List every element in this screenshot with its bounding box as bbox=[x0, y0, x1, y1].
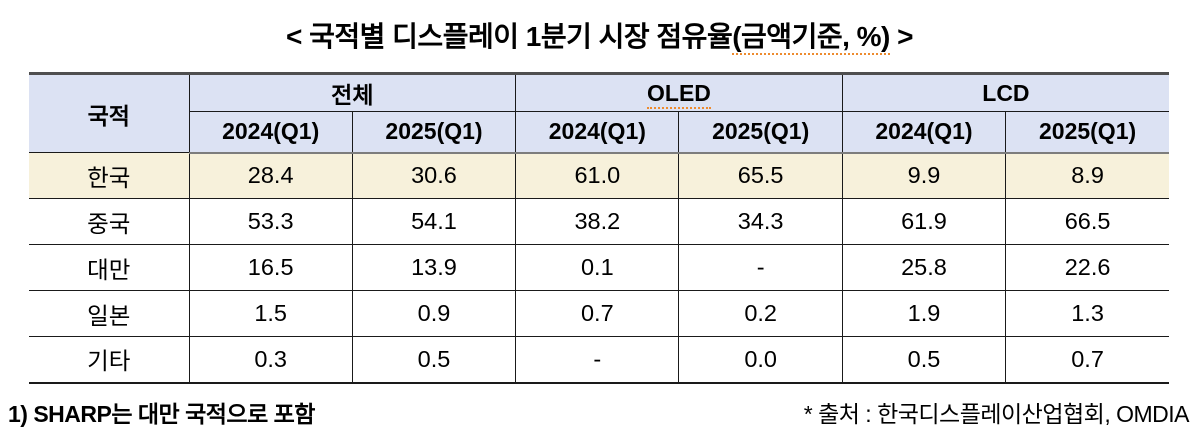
value-cell: 16.5 bbox=[188, 244, 353, 291]
value-cell: 65.5 bbox=[678, 152, 843, 199]
table-row-korea: 한국 28.4 30.6 61.0 65.5 9.9 8.9 bbox=[29, 152, 1169, 199]
value-cell: 1.3 bbox=[1005, 290, 1169, 337]
value-cell: 13.9 bbox=[351, 244, 517, 291]
value-cell: 1.9 bbox=[841, 290, 1007, 337]
title-prefix: < 국적별 디스플레이 1분기 시장 점유율 bbox=[285, 21, 733, 52]
header-group-row: 국적 전체 OLED LCD bbox=[29, 73, 1169, 153]
value-cell: 0.2 bbox=[678, 290, 843, 337]
title-spellcheck-underline: (금액기준, %) bbox=[732, 21, 890, 55]
footnotes: 1) SHARP는 대만 국적으로 포함 * 출처 : 한국디스플레이산업협회,… bbox=[0, 395, 1199, 429]
header-period-row: 2024(Q1) 2025(Q1) 2024(Q1) 2025(Q1) 2024… bbox=[29, 111, 1169, 154]
row-label: 대만 bbox=[29, 244, 190, 291]
header-lcd-2024q1: 2024(Q1) bbox=[841, 111, 1007, 154]
value-cell: 0.7 bbox=[515, 290, 680, 337]
value-cell: 22.6 bbox=[1005, 244, 1169, 291]
row-label: 한국 bbox=[29, 152, 190, 199]
value-cell: 0.0 bbox=[678, 336, 843, 384]
header-group-oled: OLED bbox=[515, 73, 843, 112]
table-title: < 국적별 디스플레이 1분기 시장 점유율(금액기준, %) > bbox=[0, 15, 1199, 55]
value-cell: 0.7 bbox=[1005, 336, 1169, 384]
header-group-lcd: LCD bbox=[841, 73, 1169, 112]
value-cell: 34.3 bbox=[678, 198, 843, 245]
value-cell: 0.5 bbox=[841, 336, 1007, 384]
value-cell: 0.3 bbox=[188, 336, 353, 384]
table-row-china: 중국 53.3 54.1 38.2 34.3 61.9 66.5 bbox=[29, 198, 1169, 245]
value-cell: 9.9 bbox=[841, 152, 1007, 199]
footnote-source: * 출처 : 한국디스플레이산업협회, OMDIA bbox=[803, 400, 1190, 427]
header-total-2025q1: 2025(Q1) bbox=[351, 111, 517, 154]
header-oled-2025q1: 2025(Q1) bbox=[678, 111, 843, 154]
document-page: < 국적별 디스플레이 1분기 시장 점유율(금액기준, %) > 국적 전체 … bbox=[0, 15, 1199, 434]
table-row-others: 기타 0.3 0.5 - 0.0 0.5 0.7 bbox=[29, 336, 1169, 384]
header-group-total: 전체 bbox=[188, 73, 517, 112]
table-row-japan: 일본 1.5 0.9 0.7 0.2 1.9 1.3 bbox=[29, 290, 1169, 337]
value-cell: 0.9 bbox=[351, 290, 517, 337]
table-header: 국적 전체 OLED LCD 2024(Q1) 2025(Q1) 2024(Q1… bbox=[29, 73, 1169, 154]
value-cell: 28.4 bbox=[188, 152, 353, 199]
value-cell: 0.1 bbox=[515, 244, 680, 291]
footnote-sharp-note: 1) SHARP는 대만 국적으로 포함 bbox=[8, 400, 315, 427]
value-cell: - bbox=[678, 244, 843, 291]
value-cell: 66.5 bbox=[1005, 198, 1169, 245]
row-label: 중국 bbox=[29, 198, 190, 245]
value-cell: 8.9 bbox=[1005, 152, 1169, 199]
value-cell: 0.5 bbox=[351, 336, 517, 384]
header-oled-2024q1: 2024(Q1) bbox=[515, 111, 680, 154]
market-share-table: 국적 전체 OLED LCD 2024(Q1) 2025(Q1) 2024(Q1… bbox=[29, 72, 1169, 384]
table-body: 한국 28.4 30.6 61.0 65.5 9.9 8.9 중국 53.3 5… bbox=[29, 152, 1169, 384]
header-lcd-2025q1: 2025(Q1) bbox=[1005, 111, 1169, 154]
row-label: 기타 bbox=[29, 336, 190, 384]
value-cell: 54.1 bbox=[351, 198, 517, 245]
value-cell: 25.8 bbox=[841, 244, 1007, 291]
value-cell: 61.0 bbox=[515, 152, 680, 199]
header-total-2024q1: 2024(Q1) bbox=[189, 111, 353, 154]
row-label: 일본 bbox=[29, 290, 190, 337]
value-cell: 53.3 bbox=[188, 198, 353, 245]
value-cell: 61.9 bbox=[841, 198, 1007, 245]
value-cell: 30.6 bbox=[351, 152, 517, 199]
table-row-taiwan: 대만 16.5 13.9 0.1 - 25.8 22.6 bbox=[29, 244, 1169, 291]
value-cell: 38.2 bbox=[515, 198, 680, 245]
oled-spellcheck-underline: OLED bbox=[647, 79, 711, 109]
header-nationality: 국적 bbox=[29, 73, 190, 153]
value-cell: - bbox=[515, 336, 680, 384]
value-cell: 1.5 bbox=[188, 290, 353, 337]
title-suffix: > bbox=[889, 21, 914, 52]
